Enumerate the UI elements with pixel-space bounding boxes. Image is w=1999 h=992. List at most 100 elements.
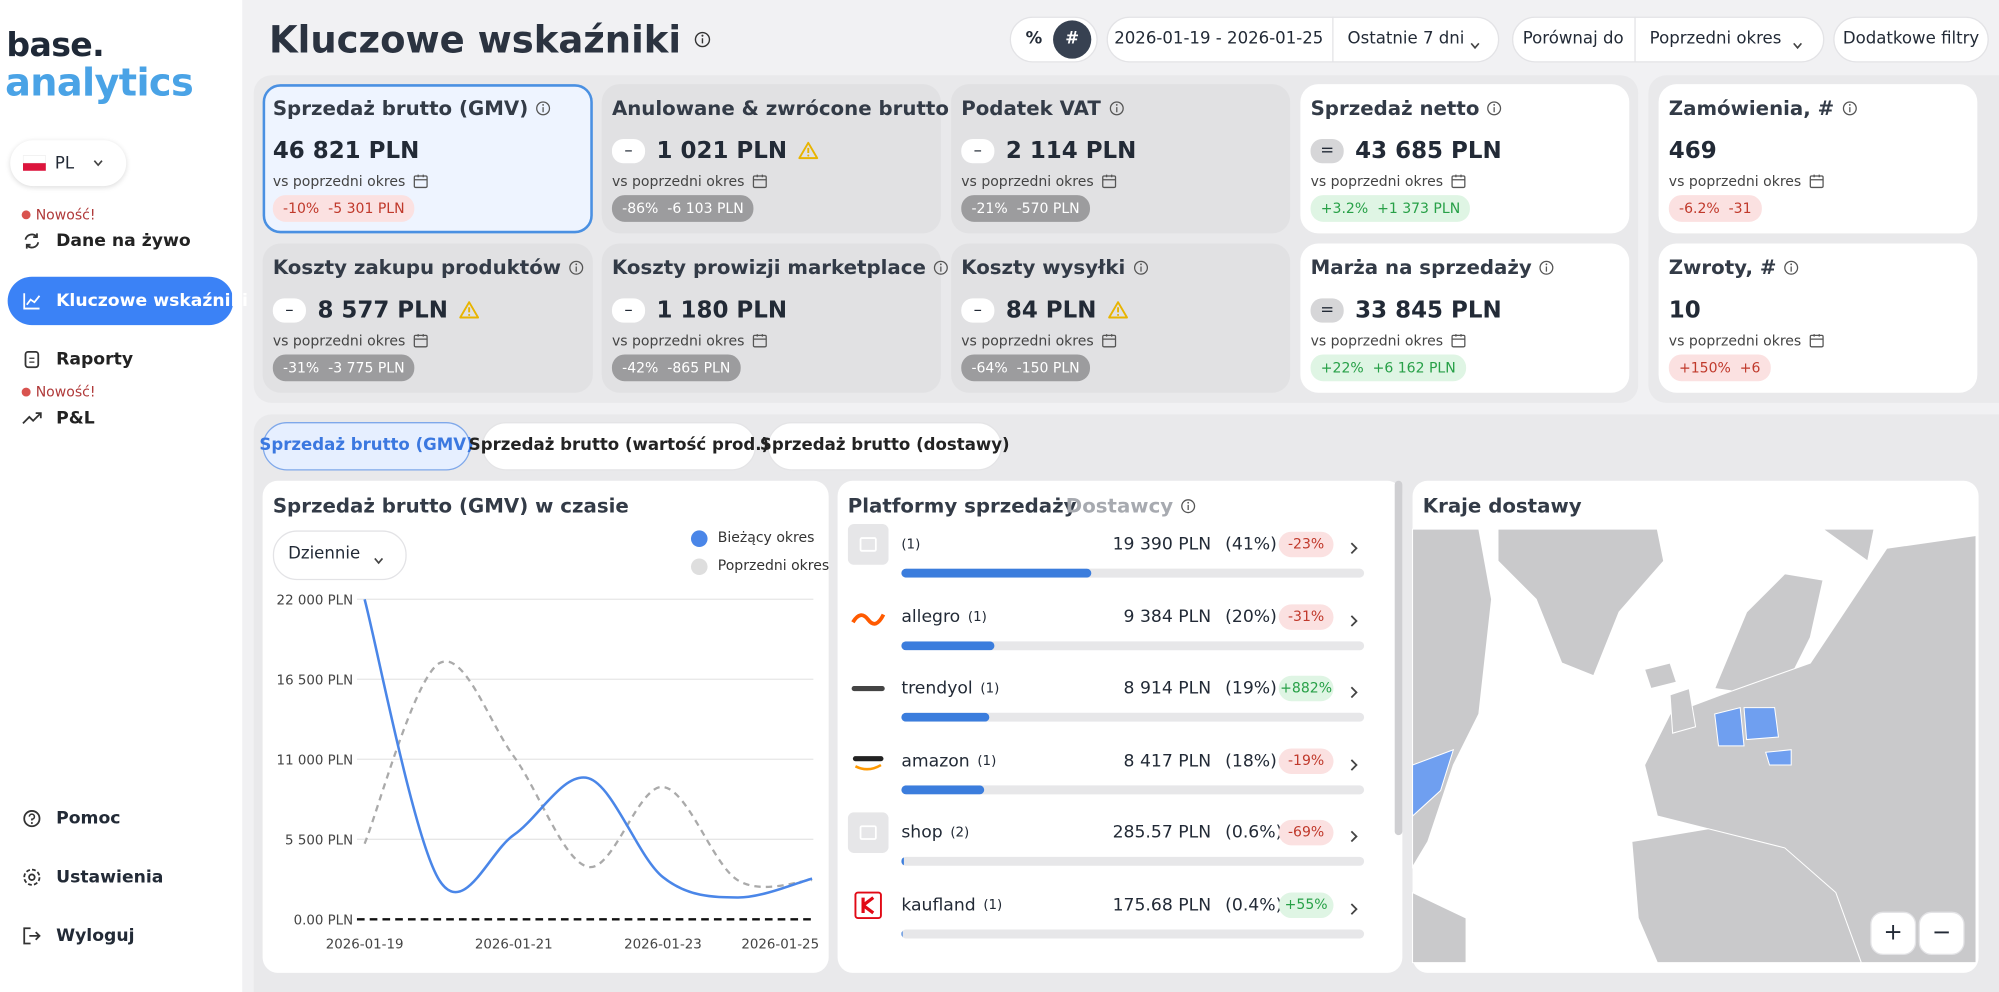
platform-share-label: (0.6%) bbox=[1225, 822, 1283, 844]
interval-label[interactable]: Dziennie bbox=[288, 544, 361, 564]
toggle-percent[interactable]: % bbox=[1025, 29, 1043, 49]
tab-label[interactable]: Sprzedaż brutto (wartość prod.) bbox=[468, 436, 770, 456]
kpi-change: -64% -150 PLN bbox=[961, 354, 1090, 382]
icon-part bbox=[1350, 614, 1358, 627]
platform-share-label: (18%) bbox=[1225, 750, 1277, 772]
legend-dot bbox=[690, 558, 708, 576]
platform-name[interactable]: shop (2) bbox=[901, 818, 969, 849]
kpi-compare-text: vs poprzedni okres bbox=[272, 332, 406, 349]
share-bar bbox=[901, 568, 1092, 578]
compare-label[interactable]: Porównaj do bbox=[1522, 29, 1624, 49]
platform-share-label: (0.4%) bbox=[1225, 895, 1283, 916]
footer-item[interactable]: Pomoc bbox=[22, 803, 120, 834]
nav-item[interactable]: P&L bbox=[22, 403, 95, 434]
kpi-header: Sprzedaż netto bbox=[1311, 93, 1503, 124]
platform-name[interactable]: allegro (1) bbox=[901, 601, 986, 632]
info-icon bbox=[1181, 499, 1196, 514]
kpi-value-text: 46 821 PLN bbox=[272, 137, 420, 164]
new-badge: Nowość! bbox=[35, 206, 96, 224]
kpi-value-text: 2 114 PLN bbox=[1005, 137, 1137, 164]
filters-button[interactable] bbox=[1833, 16, 1989, 63]
nav-item[interactable]: Kluczowe wskaźniki bbox=[22, 286, 248, 317]
platform-change: -69% bbox=[1287, 824, 1325, 841]
icon-part bbox=[1101, 334, 1117, 348]
icon-part bbox=[1842, 101, 1857, 116]
icon-part bbox=[1546, 263, 1548, 266]
kpi-title: Koszty zakupu produktów bbox=[272, 256, 562, 280]
nav-label: Kluczowe wskaźniki bbox=[56, 290, 248, 312]
kpi-change-abs: -6 103 PLN bbox=[667, 200, 744, 217]
map-title: Kraje dostawy bbox=[1422, 494, 1582, 518]
share-track bbox=[901, 712, 1365, 722]
info-icon bbox=[1109, 101, 1124, 116]
date-range[interactable]: 2026-01-19 - 2026-01-25 bbox=[1114, 29, 1324, 49]
filters-label[interactable]: Dodatkowe filtry bbox=[1842, 29, 1980, 49]
zoom-out-button[interactable] bbox=[1918, 911, 1965, 956]
footer-item[interactable]: Wyloguj bbox=[22, 921, 135, 952]
kpi-change: -42% -865 PLN bbox=[611, 354, 741, 382]
tab-label[interactable]: Sprzedaż brutto (GMV) bbox=[259, 436, 474, 456]
platforms-panel bbox=[837, 480, 1403, 973]
nav-icon bbox=[23, 868, 41, 886]
chevron-icon bbox=[1350, 759, 1358, 771]
platform-name[interactable]: trendyol (1) bbox=[901, 673, 999, 704]
footer-item[interactable]: Ustawienia bbox=[22, 862, 164, 893]
tab[interactable] bbox=[262, 422, 471, 471]
zoom-in-button[interactable] bbox=[1870, 911, 1917, 956]
kpi-compare: vs poprzedni okres bbox=[1311, 325, 1466, 356]
platform-logo bbox=[848, 885, 889, 926]
kpi-badge: – bbox=[961, 138, 995, 163]
country-select[interactable]: PL bbox=[10, 140, 127, 187]
icon-part bbox=[468, 313, 471, 316]
platform-change: +882% bbox=[1280, 679, 1333, 697]
nav-active-bg[interactable] bbox=[7, 276, 234, 326]
platform-name[interactable]: (1) bbox=[901, 529, 920, 560]
kpi-value-text: 8 577 PLN bbox=[317, 296, 448, 324]
kpi-compare-text: vs poprzedni okres bbox=[1310, 172, 1444, 190]
platform-name[interactable]: kaufland (1) bbox=[901, 890, 1002, 921]
kpi-change-abs: +1 373 PLN bbox=[1377, 200, 1461, 217]
tab[interactable] bbox=[481, 422, 756, 471]
chevron-icon bbox=[1350, 903, 1358, 915]
info-icon bbox=[1133, 260, 1148, 275]
platform-share-label: (20%) bbox=[1225, 606, 1277, 627]
compare-value[interactable]: Poprzedni okres bbox=[1649, 29, 1782, 49]
icon-part bbox=[1187, 501, 1190, 504]
chevron-icon bbox=[1470, 42, 1480, 50]
kpi-compare-text: vs poprzedni okres bbox=[961, 172, 1094, 190]
calendar-icon bbox=[413, 174, 428, 189]
kpi-header: Koszty prowizji marketplace bbox=[612, 252, 949, 283]
nav-item[interactable]: Raporty bbox=[22, 344, 133, 375]
interval-select[interactable] bbox=[272, 530, 407, 581]
zoom-in[interactable]: + bbox=[1883, 919, 1903, 947]
zoom-out[interactable]: − bbox=[1932, 919, 1952, 947]
kpi-value: –8 577 PLN bbox=[272, 295, 480, 326]
kpi-compare-text: vs poprzedni okres bbox=[1310, 332, 1444, 349]
date-preset[interactable]: Ostatnie 7 dni bbox=[1347, 29, 1465, 49]
nav-item[interactable]: Dane na żywo bbox=[22, 226, 191, 257]
date-filter[interactable] bbox=[1106, 16, 1500, 63]
icon-part bbox=[536, 101, 551, 116]
tab-label[interactable]: Sprzedaż brutto (dostawy) bbox=[759, 436, 1010, 456]
platform-logo bbox=[847, 524, 889, 565]
kpi-compare: vs poprzedni okres bbox=[1311, 166, 1466, 197]
vendors-tab[interactable]: Dostawcy bbox=[1066, 491, 1196, 522]
icon-part bbox=[854, 763, 882, 771]
kpi-badge: – bbox=[272, 297, 306, 322]
kpi-compare-text: vs poprzedni okres bbox=[272, 172, 406, 190]
kpi-badge: = bbox=[1310, 138, 1344, 163]
logo-icon bbox=[847, 524, 889, 565]
icon-part bbox=[847, 524, 889, 565]
tab[interactable] bbox=[767, 422, 1003, 471]
chevron-icon bbox=[1350, 831, 1358, 843]
nav-label: Wyloguj bbox=[56, 925, 135, 947]
icon-part bbox=[93, 160, 103, 167]
platform-name[interactable]: amazon (1) bbox=[901, 746, 996, 777]
icon-part bbox=[852, 755, 884, 761]
icon-part bbox=[940, 263, 943, 266]
kpi-change-pct: -64% bbox=[971, 359, 1008, 377]
compare-filter[interactable] bbox=[1511, 16, 1825, 63]
icon-part bbox=[1181, 499, 1196, 514]
toggle-count[interactable]: # bbox=[1065, 29, 1080, 49]
icon-part bbox=[1848, 104, 1851, 106]
